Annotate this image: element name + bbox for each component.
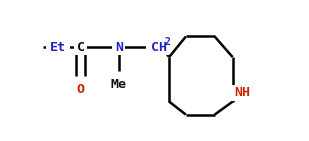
Text: Et: Et (50, 41, 66, 54)
Text: CH: CH (151, 41, 167, 54)
Bar (72, 82, 89, 97)
Text: C: C (77, 41, 85, 54)
Text: Me: Me (111, 78, 127, 91)
Bar (108, 77, 130, 92)
Text: 2: 2 (164, 37, 170, 47)
Bar (227, 85, 250, 101)
Bar (146, 40, 168, 55)
Text: N: N (115, 41, 123, 54)
Bar (46, 40, 70, 55)
Text: NH: NH (234, 86, 250, 99)
Bar (74, 40, 87, 55)
Text: O: O (77, 83, 85, 96)
Bar (112, 40, 125, 55)
